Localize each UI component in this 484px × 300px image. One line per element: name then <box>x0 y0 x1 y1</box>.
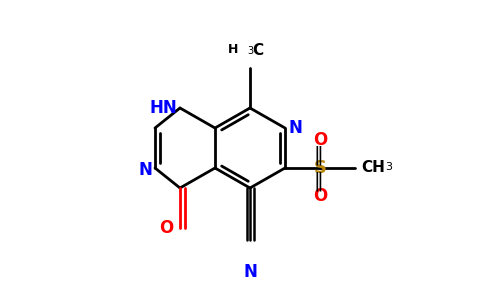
Text: N: N <box>138 161 152 179</box>
Text: CH: CH <box>361 160 385 175</box>
Text: ‖: ‖ <box>313 171 323 191</box>
Text: N: N <box>243 263 257 281</box>
Text: O: O <box>313 187 327 205</box>
Text: H: H <box>227 43 238 56</box>
Text: N: N <box>288 119 302 137</box>
Text: S: S <box>314 159 327 177</box>
Text: HN: HN <box>149 99 177 117</box>
Text: O: O <box>159 219 173 237</box>
Text: 3: 3 <box>247 46 253 56</box>
Text: ‖: ‖ <box>313 145 323 165</box>
Text: C: C <box>253 43 264 58</box>
Text: O: O <box>313 131 327 149</box>
Text: 3: 3 <box>385 162 393 172</box>
